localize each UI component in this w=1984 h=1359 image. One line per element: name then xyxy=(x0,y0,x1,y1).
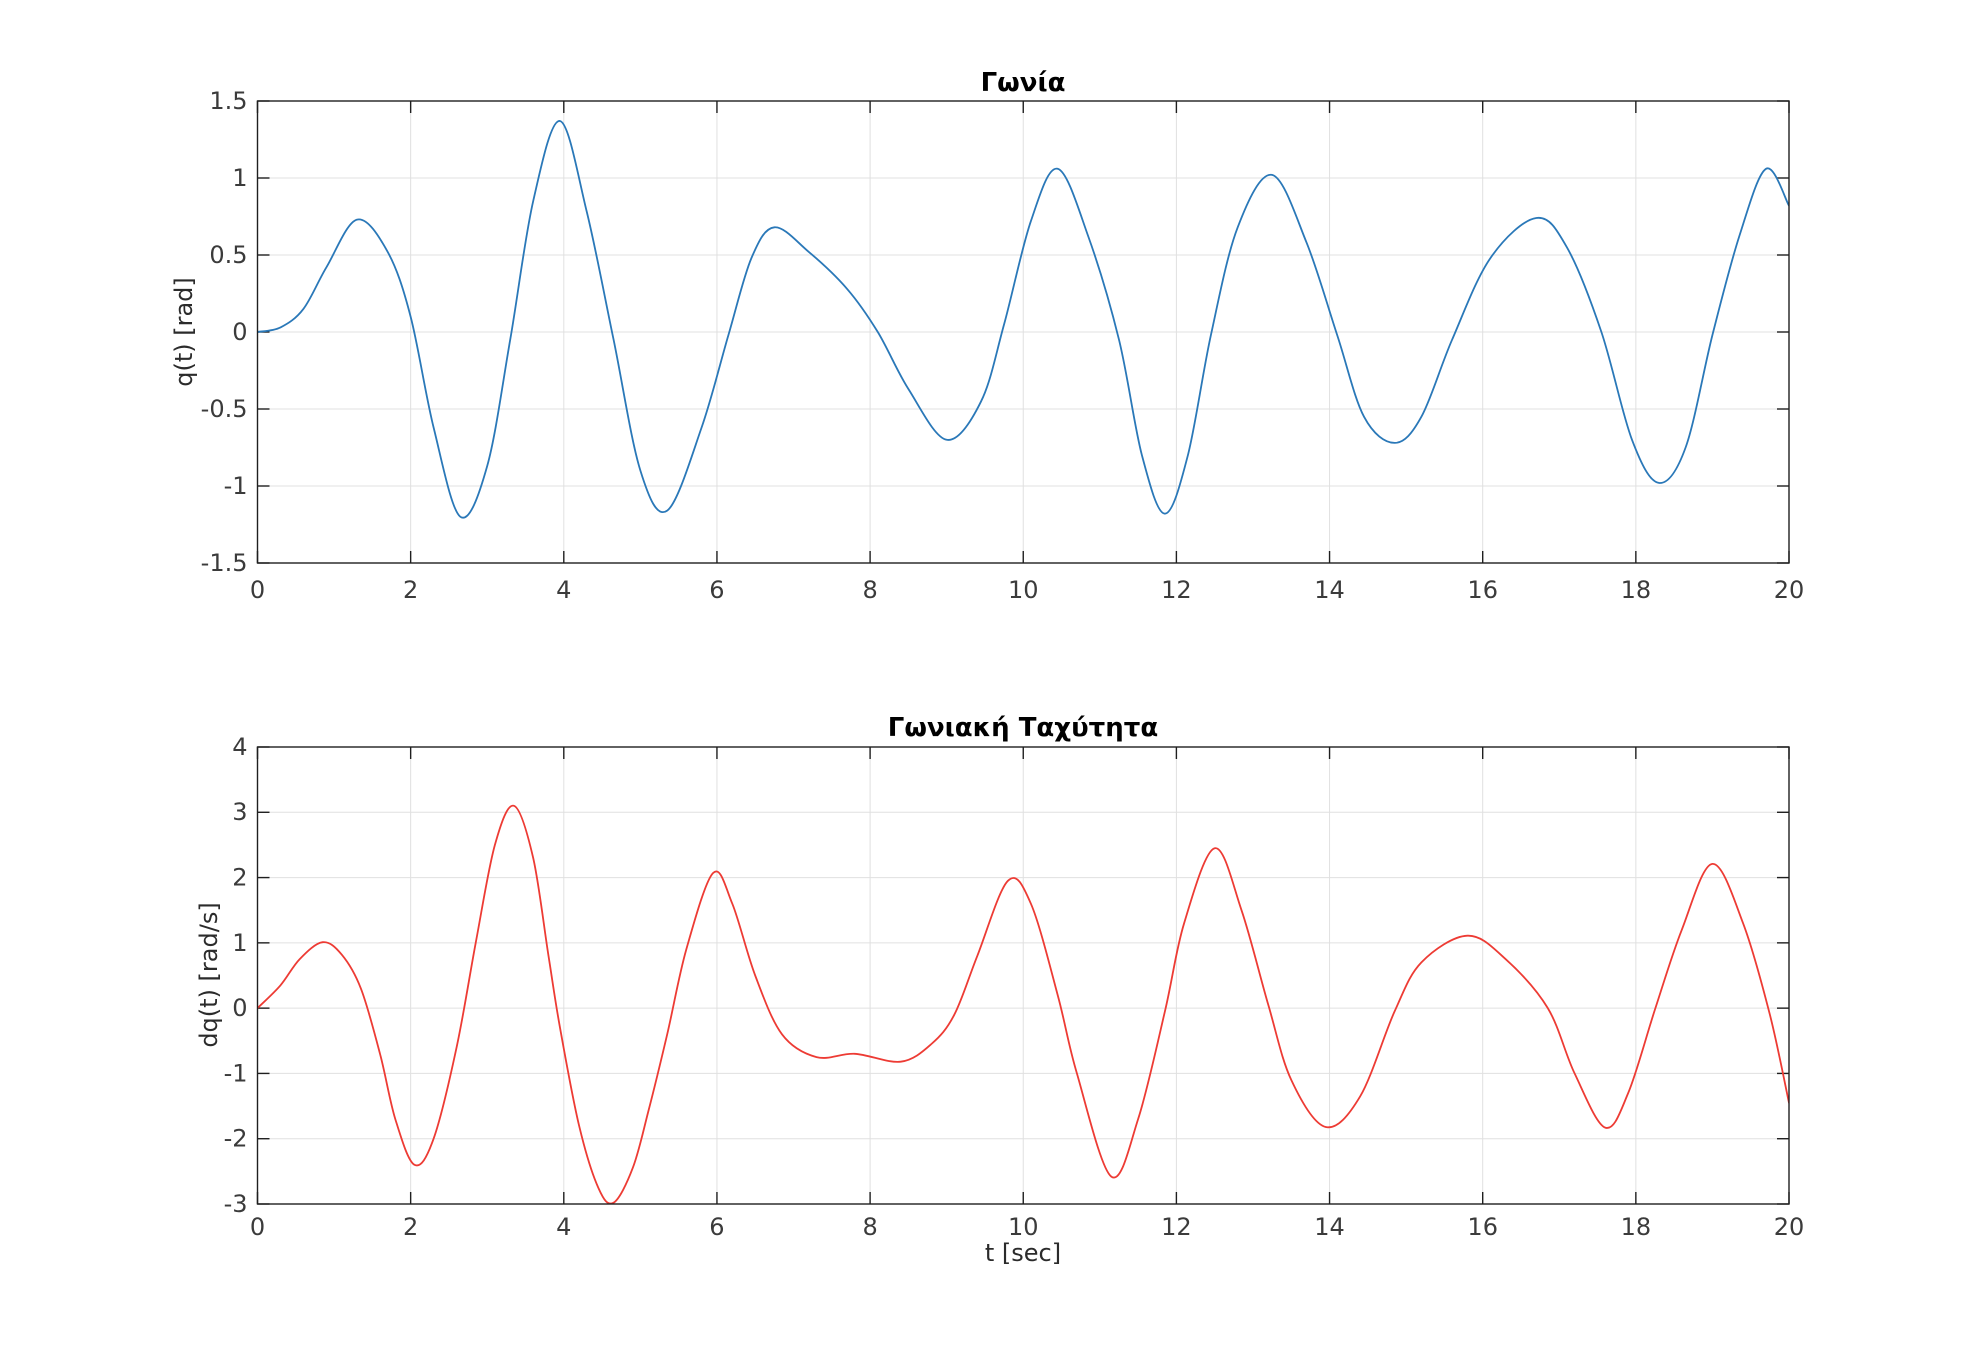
x-tick-label: 16 xyxy=(1467,1213,1498,1241)
x-tick-label: 20 xyxy=(1774,576,1805,604)
y-tick-label: 4 xyxy=(232,733,247,761)
y-tick-label: 1 xyxy=(232,164,247,192)
x-tick-labels: 0 2 4 6 8 10 12 14 16 18 20 xyxy=(250,1213,1804,1241)
curve-layer xyxy=(257,804,1789,1204)
y-tick-labels: -1.5 -1 -0.5 0 0.5 1 1.5 xyxy=(201,87,248,577)
axes-box xyxy=(256,746,1790,1205)
x-tick-label: 12 xyxy=(1161,1213,1192,1241)
y-tick-label: 3 xyxy=(232,798,247,826)
x-tick-label: 8 xyxy=(862,576,877,604)
x-tick-label: 2 xyxy=(403,576,418,604)
y-tick-label: 1.5 xyxy=(209,87,247,115)
x-tick-label: 12 xyxy=(1161,576,1192,604)
x-tick-label: 6 xyxy=(709,576,724,604)
grid-layer xyxy=(257,746,1790,1205)
y-tick-label: 2 xyxy=(232,863,247,891)
subplot-angular-velocity: Γωνιακή Ταχύτητα dq(t) [rad/s] t [sec] 0… xyxy=(195,713,1804,1267)
subplot-angle: Γωνία q(t) [rad] 0 2 4 6 8 10 12 14 16 18 20 -1.5-… xyxy=(170,68,1804,604)
x-tick-label: 0 xyxy=(250,576,265,604)
y-tick-label: -1.5 xyxy=(201,549,248,577)
x-tick-label: 0 xyxy=(250,1213,265,1241)
y-tick-label: -2 xyxy=(224,1125,248,1153)
y-tick-label: 1 xyxy=(232,929,247,957)
y-tick-label: -0.5 xyxy=(201,395,248,423)
x-tick-label: 4 xyxy=(556,1213,571,1241)
y-axis-label-angular-velocity: dq(t) [rad/s] xyxy=(195,902,223,1047)
plot-title-angular-velocity: Γωνιακή Ταχύτητα xyxy=(888,713,1158,743)
x-axis-label-time: t [sec] xyxy=(985,1239,1061,1267)
y-tick-label: -1 xyxy=(224,1059,248,1087)
x-tick-labels: 0 2 4 6 8 10 12 14 16 18 20 xyxy=(250,576,1804,604)
y-tick-labels: -3 -2 -1 0 1 2 3 4 xyxy=(224,733,248,1218)
x-tick-label: 16 xyxy=(1467,576,1498,604)
y-tick-label: -3 xyxy=(224,1190,248,1218)
y-tick-label: -1 xyxy=(224,472,248,500)
x-tick-label: 2 xyxy=(403,1213,418,1241)
x-tick-label: 14 xyxy=(1314,1213,1345,1241)
plot-title-angle: Γωνία xyxy=(981,68,1066,98)
x-tick-label: 4 xyxy=(556,576,571,604)
x-tick-label: 20 xyxy=(1774,1213,1805,1241)
x-tick-label: 18 xyxy=(1621,576,1652,604)
x-tick-label: 8 xyxy=(862,1213,877,1241)
x-tick-label: 10 xyxy=(1008,1213,1039,1241)
grid-layer xyxy=(257,100,1790,564)
y-tick-label: 0 xyxy=(232,994,247,1022)
x-tick-label: 10 xyxy=(1008,576,1039,604)
series-line-q(t) xyxy=(257,120,1789,519)
axes-box xyxy=(256,100,1790,564)
x-tick-label: 18 xyxy=(1621,1213,1652,1241)
y-tick-label: 0 xyxy=(232,318,247,346)
y-tick-label: 0.5 xyxy=(209,241,247,269)
series-line-dq(t) xyxy=(257,804,1789,1204)
y-axis-label-angle: q(t) [rad] xyxy=(170,277,198,387)
curve-layer xyxy=(257,120,1789,519)
x-tick-label: 6 xyxy=(709,1213,724,1241)
x-tick-label: 14 xyxy=(1314,576,1345,604)
